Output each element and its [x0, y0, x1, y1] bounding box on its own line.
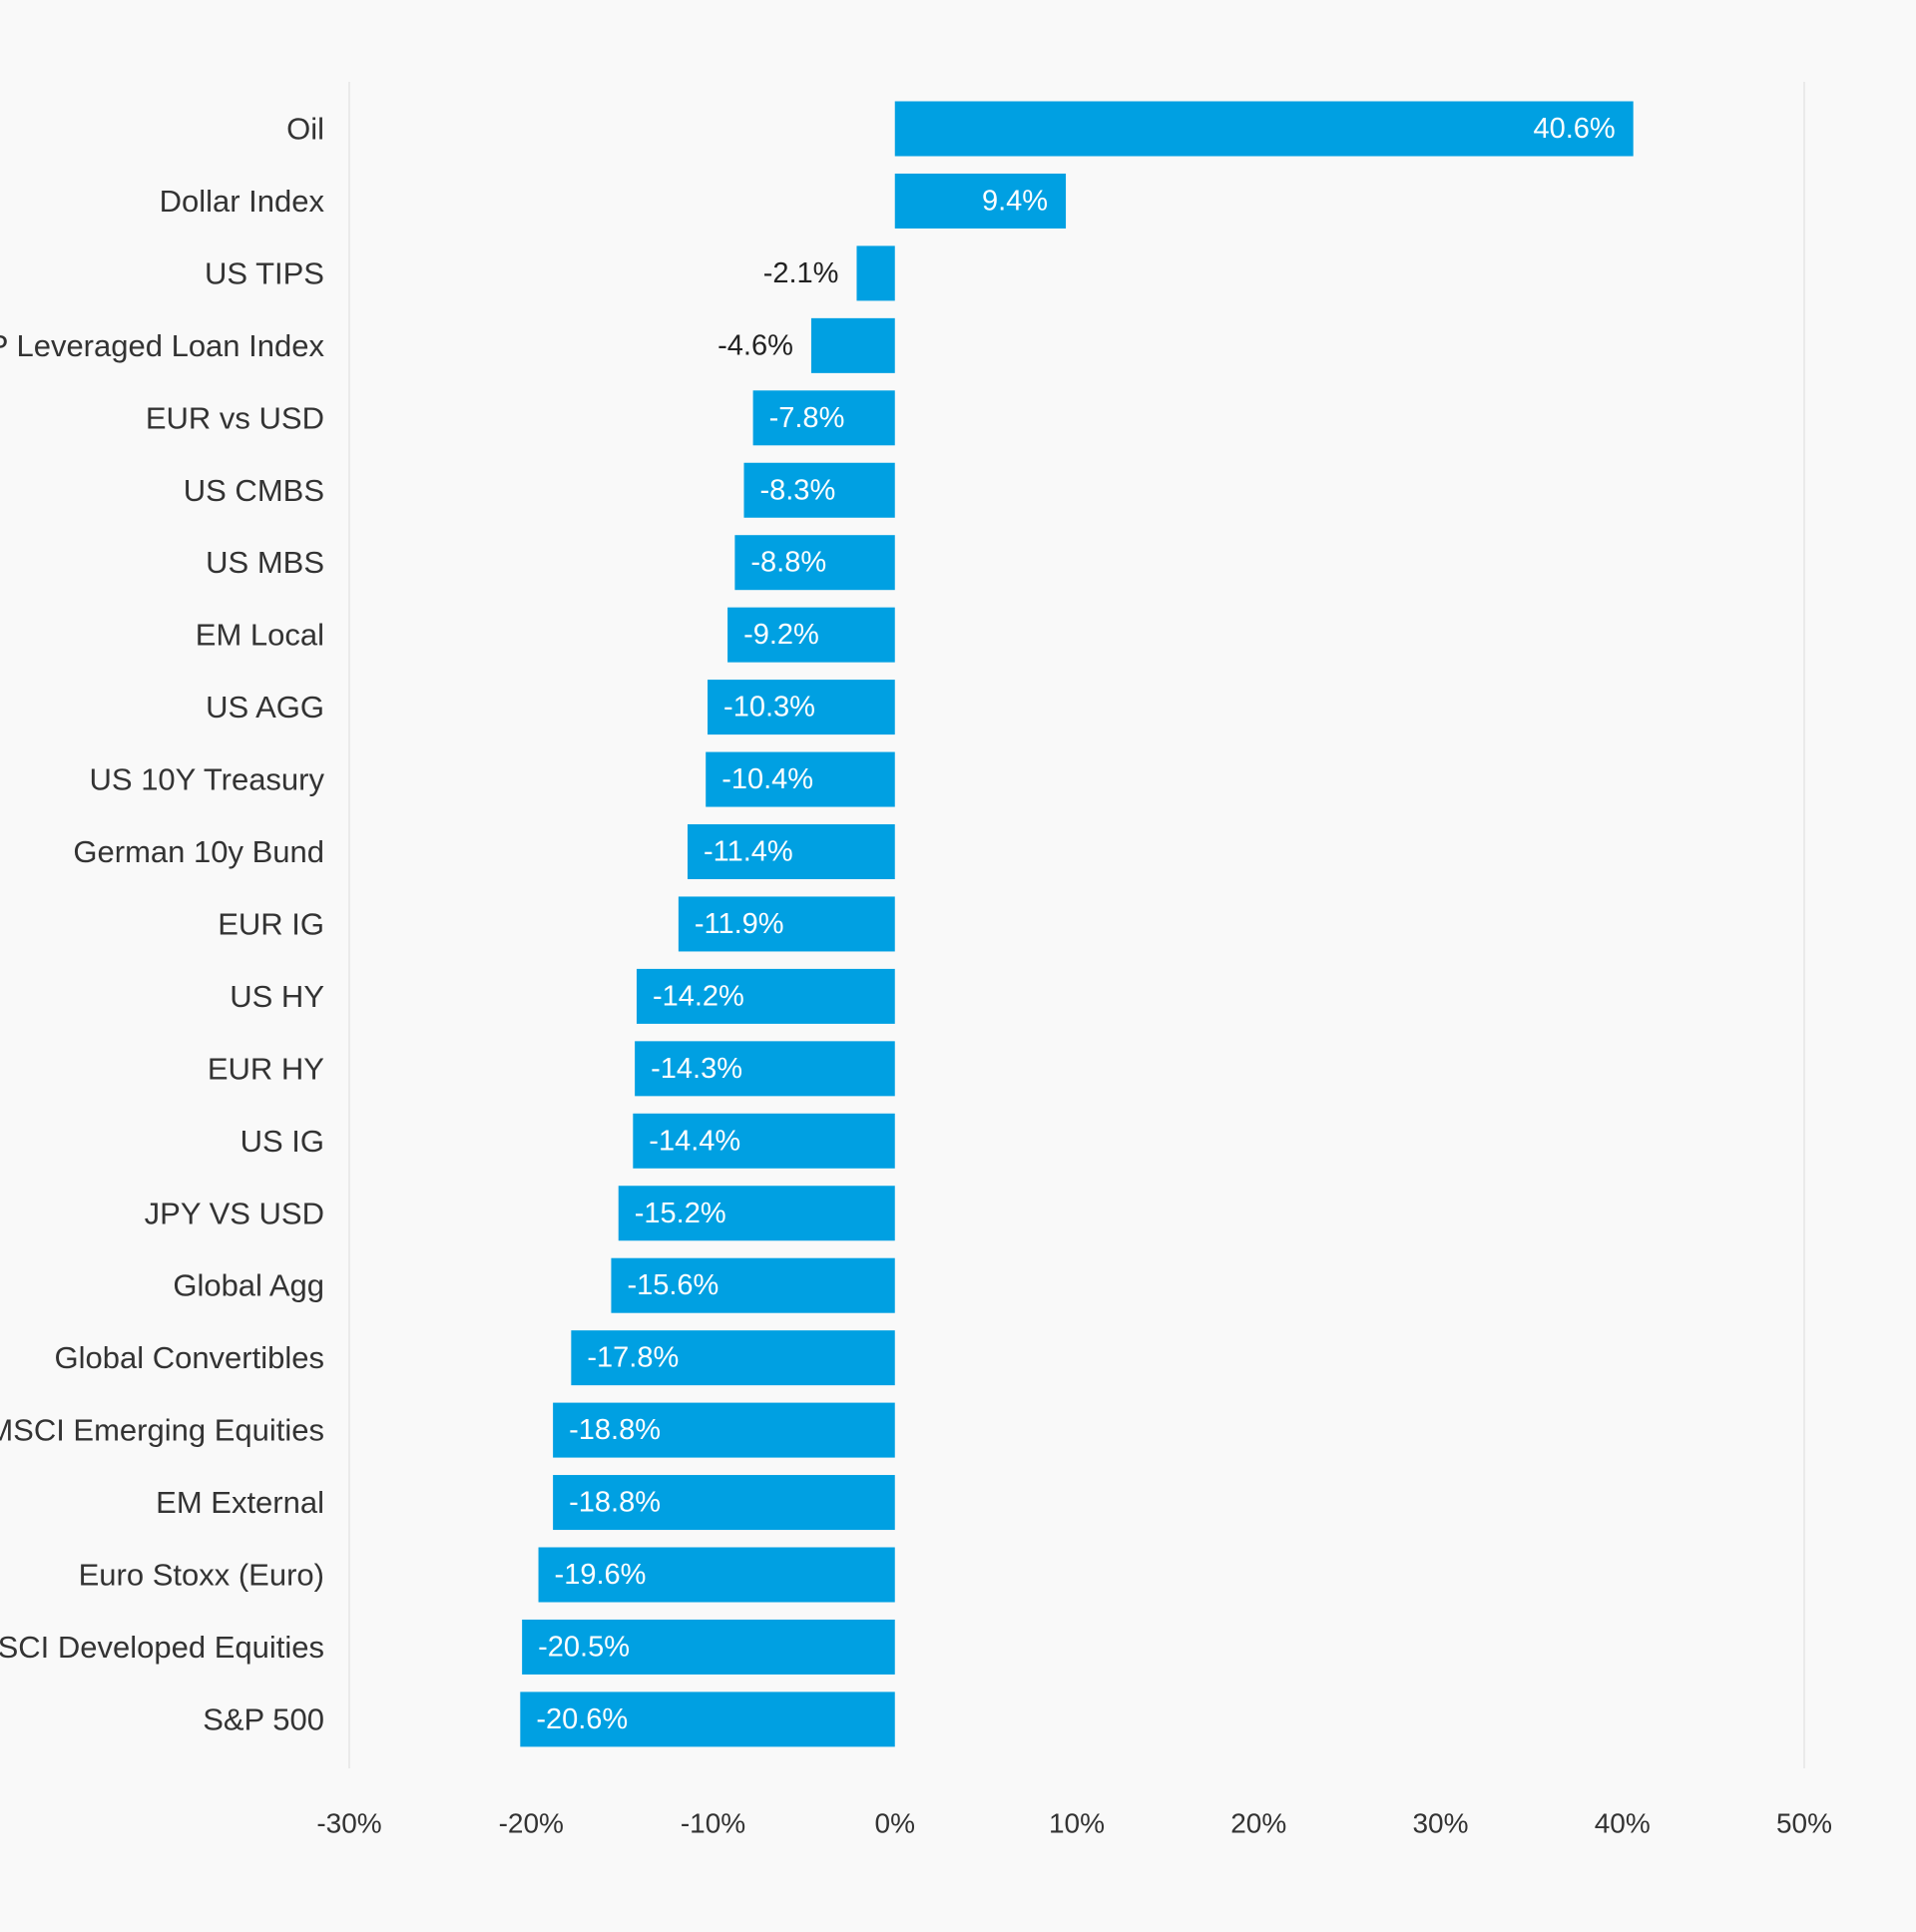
category-labels: Oil Dollar Index US TIPS S&P Leveraged Loan…: [0, 112, 324, 1737]
value-label: 9.4%: [982, 185, 1048, 217]
bar: [727, 607, 895, 663]
category-label: S&P Leveraged Loan Index: [0, 328, 324, 363]
value-label: -15.2%: [635, 1198, 726, 1229]
x-tick-label: 40%: [1595, 1808, 1651, 1839]
category-label: MSCI Emerging Equities: [0, 1413, 324, 1448]
value-label: -14.3%: [651, 1053, 742, 1085]
value-label: -10.4%: [721, 763, 813, 795]
value-label: -7.8%: [769, 402, 845, 434]
category-label: US MBS: [206, 545, 324, 580]
category-label: Euro Stoxx (Euro): [79, 1558, 324, 1593]
x-tick-label: -20%: [499, 1808, 564, 1839]
bar: [743, 462, 895, 518]
x-tick-labels: -30% -20% -10% 0% 10% 20% 30% 40% 50%: [316, 1808, 1832, 1839]
bar: [520, 1691, 895, 1747]
value-label: -18.8%: [569, 1487, 661, 1519]
category-label: US AGG: [206, 690, 324, 724]
value-label: -2.1%: [763, 257, 839, 289]
category-label: S&P 500: [203, 1701, 324, 1736]
bar: [810, 317, 895, 373]
category-label: Dollar Index: [160, 184, 325, 219]
bar: [553, 1402, 895, 1458]
x-tick-label: 50%: [1776, 1808, 1832, 1839]
category-label: Oil: [286, 112, 324, 147]
bar: [636, 968, 895, 1024]
category-label: EUR IG: [218, 906, 324, 941]
x-tick-label: -30%: [316, 1808, 381, 1839]
value-label: -11.9%: [695, 908, 784, 940]
bar: [571, 1330, 895, 1386]
value-label: -14.4%: [649, 1125, 740, 1157]
category-label: MSCI Developed Equities: [0, 1630, 324, 1665]
value-label: -17.8%: [587, 1342, 679, 1374]
bar: [611, 1257, 895, 1313]
bar: [687, 824, 895, 879]
category-label: US TIPS: [205, 255, 324, 290]
bar: [522, 1619, 895, 1675]
value-label: -8.8%: [750, 547, 826, 579]
category-label: US 10Y Treasury: [90, 762, 325, 797]
x-tick-label: -10%: [681, 1808, 745, 1839]
value-label: -9.2%: [743, 619, 819, 651]
bar: [894, 173, 1067, 229]
bars: [520, 101, 1634, 1747]
x-tick-label: 20%: [1230, 1808, 1286, 1839]
value-label: -8.3%: [759, 474, 835, 506]
bar: [633, 1113, 895, 1169]
value-label: -10.3%: [723, 692, 815, 724]
value-label: -11.4%: [704, 836, 793, 868]
bar: [752, 390, 895, 446]
x-tick-label: 10%: [1049, 1808, 1105, 1839]
bar: [635, 1041, 895, 1097]
category-label: EUR HY: [208, 1051, 324, 1086]
bar: [618, 1186, 895, 1241]
category-label: Global Convertibles: [54, 1340, 324, 1375]
category-label: US CMBS: [184, 473, 324, 508]
category-label: EUR vs USD: [146, 400, 324, 435]
value-label: 40.6%: [1533, 113, 1615, 145]
bar: [538, 1547, 895, 1603]
x-tick-label: 0%: [875, 1808, 915, 1839]
category-label: US HY: [230, 979, 324, 1014]
value-label: -19.6%: [555, 1559, 647, 1591]
category-label: JPY VS USD: [145, 1196, 324, 1230]
value-label: -18.8%: [569, 1414, 661, 1446]
x-tick-label: 30%: [1412, 1808, 1468, 1839]
value-label: -14.2%: [653, 980, 744, 1012]
axis-lines: [348, 82, 1805, 1768]
category-label: Global Agg: [173, 1268, 324, 1303]
bar: [708, 680, 895, 735]
value-label: -4.6%: [718, 329, 793, 361]
value-label: -15.6%: [627, 1269, 718, 1301]
bar: [678, 896, 895, 952]
category-label: EM Local: [196, 618, 324, 653]
bar: [894, 101, 1634, 157]
bar: [706, 751, 895, 807]
category-label: EM External: [156, 1485, 324, 1520]
category-label: German 10y Bund: [73, 834, 324, 869]
category-label: US IG: [240, 1124, 324, 1159]
bar: [856, 245, 895, 301]
bar: [553, 1475, 895, 1531]
value-labels: 40.6% 9.4% -2.1% -4.6% -7.8% -8.3% -8.8% -9.2% -…: [536, 113, 1615, 1735]
bar: [734, 535, 895, 591]
value-label: -20.5%: [538, 1631, 630, 1663]
value-label: -20.6%: [536, 1703, 628, 1735]
